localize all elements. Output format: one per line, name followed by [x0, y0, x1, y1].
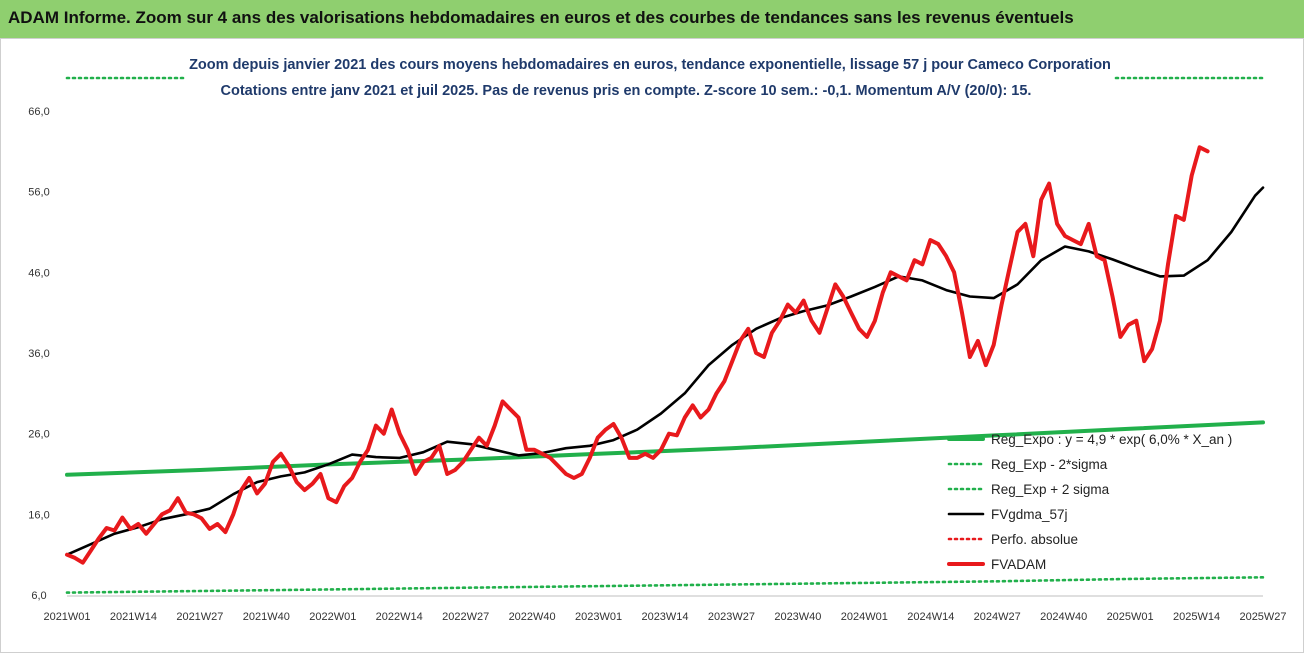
- x-tick-label: 2022W14: [376, 611, 423, 623]
- legend-perfo: Perfo. absolue: [947, 532, 1078, 547]
- legend-label: Perfo. absolue: [991, 532, 1078, 547]
- legend-label: FVADAM: [991, 557, 1046, 572]
- x-tick-label: 2025W01: [1107, 611, 1154, 623]
- y-tick-label: 16,0: [28, 509, 49, 521]
- y-axis: 6,0 16,0 26,0 36,0 46,0 56,0 66,0: [28, 106, 49, 602]
- series-line-reg-minus: [65, 576, 1265, 594]
- line-chart: Zoom depuis janvier 2021 des cours moyen…: [28, 57, 1287, 623]
- x-tick-label: 2022W01: [309, 611, 356, 623]
- x-tick-label: 2023W40: [774, 611, 821, 623]
- legend: Reg_Expo : y = 4,9 * exp( 6,0% * X_an ) R…: [947, 432, 1232, 572]
- y-tick-label: 26,0: [28, 429, 49, 441]
- chart-subtitle: Cotations entre janv 2021 et juil 2025. …: [221, 83, 1032, 99]
- header-banner: ADAM Informe. Zoom sur 4 ans des valoris…: [0, 0, 1304, 38]
- x-tick-label: 2021W27: [176, 611, 223, 623]
- legend-label: Reg_Exp + 2 sigma: [991, 482, 1110, 497]
- y-tick-label: 66,0: [28, 106, 49, 118]
- chart-title: Zoom depuis janvier 2021 des cours moyen…: [189, 57, 1111, 73]
- x-axis: 2021W01 2021W14 2021W27 2021W40 2022W01 2022W…: [43, 595, 1287, 623]
- x-tick-label: 2024W14: [907, 611, 954, 623]
- x-tick-label: 2022W27: [442, 611, 489, 623]
- x-tick-label: 2021W01: [43, 611, 90, 623]
- page-title: ADAM Informe. Zoom sur 4 ans des valoris…: [8, 8, 1074, 27]
- series-line-reg-expo: [65, 420, 1265, 477]
- series-line-fvadam: [65, 145, 1210, 565]
- x-tick-label: 2025W14: [1173, 611, 1220, 623]
- x-tick-label: 2022W40: [509, 611, 556, 623]
- legend-label: FVgdma_57j: [991, 507, 1068, 522]
- x-tick-label: 2021W14: [110, 611, 157, 623]
- x-tick-label: 2023W14: [641, 611, 688, 623]
- legend-fvgdma: FVgdma_57j: [947, 507, 1068, 522]
- series-line-fvgdma: [65, 186, 1265, 556]
- legend-reg-minus: Reg_Exp - 2*sigma: [947, 457, 1108, 472]
- x-tick-label: 2023W27: [708, 611, 755, 623]
- x-tick-label: 2024W27: [974, 611, 1021, 623]
- x-tick-label: 2021W40: [243, 611, 290, 623]
- y-tick-label: 36,0: [28, 348, 49, 360]
- legend-reg-expo: Reg_Expo : y = 4,9 * exp( 6,0% * X_an ): [947, 432, 1232, 447]
- x-tick-label: 2025W27: [1239, 611, 1286, 623]
- legend-fvadam: FVADAM: [947, 557, 1046, 572]
- x-tick-label: 2024W40: [1040, 611, 1087, 623]
- x-tick-label: 2024W01: [841, 611, 888, 623]
- legend-label: Reg_Exp - 2*sigma: [991, 457, 1108, 472]
- chart-frame: Zoom depuis janvier 2021 des cours moyen…: [0, 38, 1304, 653]
- y-tick-label: 46,0: [28, 267, 49, 279]
- x-tick-label: 2023W01: [575, 611, 622, 623]
- y-tick-label: 56,0: [28, 187, 49, 199]
- legend-label: Reg_Expo : y = 4,9 * exp( 6,0% * X_an ): [991, 432, 1232, 447]
- plot-area: [65, 76, 1265, 594]
- y-tick-label: 6,0: [31, 590, 46, 602]
- legend-reg-plus: Reg_Exp + 2 sigma: [947, 482, 1110, 497]
